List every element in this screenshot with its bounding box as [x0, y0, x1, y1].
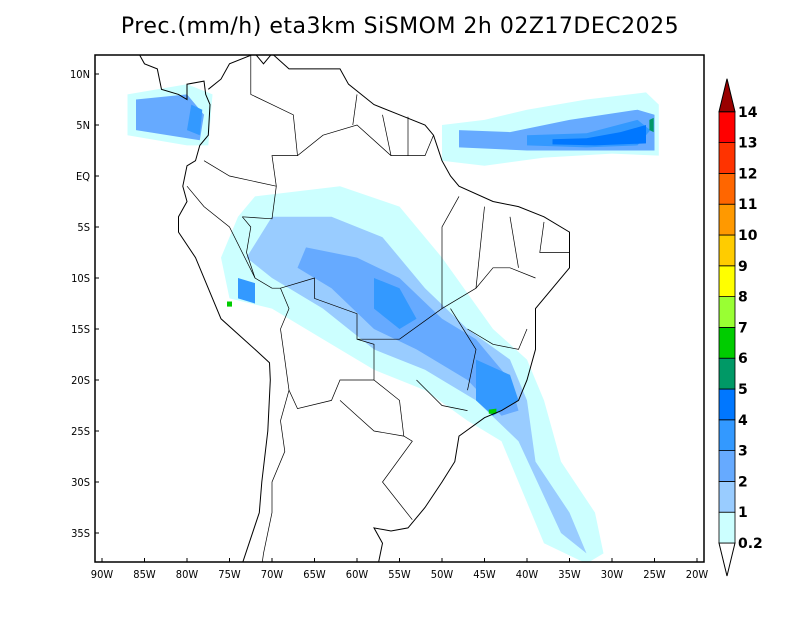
political-border [416, 379, 468, 411]
colorbar-label: 6 [738, 351, 748, 367]
lon-tick-label: 65W [303, 568, 326, 581]
political-border [539, 221, 570, 253]
map-title: Prec.(mm/h) eta3km SiSMOM 2h 02Z17DEC202… [120, 14, 680, 39]
political-border [467, 328, 528, 350]
precipitation-area [238, 278, 255, 304]
lat-tick-label: 5N [76, 119, 90, 132]
colorbar-label: 9 [738, 259, 748, 275]
political-border [450, 308, 477, 391]
colorbar-swatch [718, 172, 736, 205]
colorbar-swatch [718, 326, 736, 359]
colorbar-swatch [718, 419, 736, 451]
political-border [261, 390, 290, 562]
lat-tick-label: 25S [71, 425, 90, 438]
lat-tick-label: 10S [71, 272, 90, 285]
precipitation-area [374, 278, 417, 329]
precipitation-area [476, 359, 519, 416]
lat-tick-label: EQ [76, 170, 90, 183]
colorbar-swatch [718, 111, 736, 144]
east-coastline [207, 55, 570, 562]
colorbar-swatch [718, 511, 736, 544]
colorbar-label: 14 [738, 105, 758, 121]
precipitation-area [297, 247, 519, 416]
precipitation-area [187, 104, 203, 136]
lon-tick-label: 25W [643, 568, 666, 581]
lat-tick-label: 10N [70, 68, 90, 81]
precipitation-area [227, 301, 232, 307]
lat-tick-label: 35S [71, 527, 90, 540]
political-border [203, 160, 277, 187]
lon-tick-label: 75W [218, 568, 241, 581]
political-border [352, 94, 358, 126]
precipitation-field [127, 84, 659, 562]
lon-tick-label: 50W [431, 568, 454, 581]
lat-tick-label: 30S [71, 476, 90, 489]
longitude-axis: 90W 85W 80W 75W 70W 65W 60W 55W 50W 45W 40W 35W 30W 2… [91, 558, 709, 581]
colorbar-label: 3 [738, 444, 748, 460]
political-border [186, 185, 256, 279]
political-border [382, 114, 392, 156]
precipitation-area [649, 117, 654, 133]
political-border [475, 206, 485, 289]
lon-tick-label: 60W [346, 568, 369, 581]
political-border [242, 216, 413, 520]
colorbar-label: 0.2 [738, 536, 763, 552]
colorbar-swatch [718, 480, 736, 513]
colorbar-swatch [718, 450, 736, 482]
lon-tick-label: 55W [388, 568, 411, 581]
colorbar-label: 2 [738, 474, 748, 490]
west-coastline [139, 55, 271, 562]
colorbar-label: 4 [738, 413, 748, 429]
lon-tick-label: 30W [601, 568, 624, 581]
colorbar-label: 1 [738, 505, 748, 521]
colorbar-swatch [718, 265, 736, 297]
coastlines-borders [139, 55, 570, 562]
colorbar-label: 5 [738, 382, 748, 398]
precipitation-area [246, 216, 587, 554]
precipitation-area [552, 125, 646, 146]
precipitation-area [136, 94, 204, 141]
lat-tick-label: 5S [77, 221, 90, 234]
colorbar-label: 8 [738, 290, 748, 306]
colorbar-label: 11 [738, 197, 757, 213]
precipitation-area [488, 408, 497, 414]
lat-tick-label: 20S [71, 374, 90, 387]
lon-tick-label: 35W [558, 568, 581, 581]
lon-tick-label: 85W [133, 568, 156, 581]
lon-tick-label: 20W [686, 568, 709, 581]
political-border [441, 196, 460, 309]
colorbar-swatch [718, 234, 736, 267]
colorbar-swatch [718, 357, 736, 390]
colorbar-swatch [718, 142, 736, 174]
colorbar-swatch [718, 388, 736, 421]
political-border [339, 400, 404, 437]
lon-tick-label: 70W [261, 568, 284, 581]
colorbar-under-arrow [718, 542, 736, 577]
colorbar-label: 10 [738, 228, 758, 244]
lon-tick-label: 80W [176, 568, 199, 581]
lon-tick-label: 90W [91, 568, 114, 581]
political-border [509, 216, 519, 268]
lat-tick-label: 15S [71, 323, 90, 336]
colorbar-over-arrow [718, 78, 736, 113]
colorbar-label: 7 [738, 320, 748, 336]
colorbar-label: 13 [738, 136, 757, 152]
colorbar-swatch [718, 296, 736, 328]
political-border [250, 55, 298, 156]
lon-tick-label: 45W [473, 568, 496, 581]
colorbar-label: 12 [738, 166, 757, 182]
colorbar-swatch [718, 203, 736, 236]
latitude-axis: 10N 5N EQ 5S 10S 15S 20S 25S 30S 35S [70, 68, 99, 540]
lon-tick-label: 40W [516, 568, 539, 581]
